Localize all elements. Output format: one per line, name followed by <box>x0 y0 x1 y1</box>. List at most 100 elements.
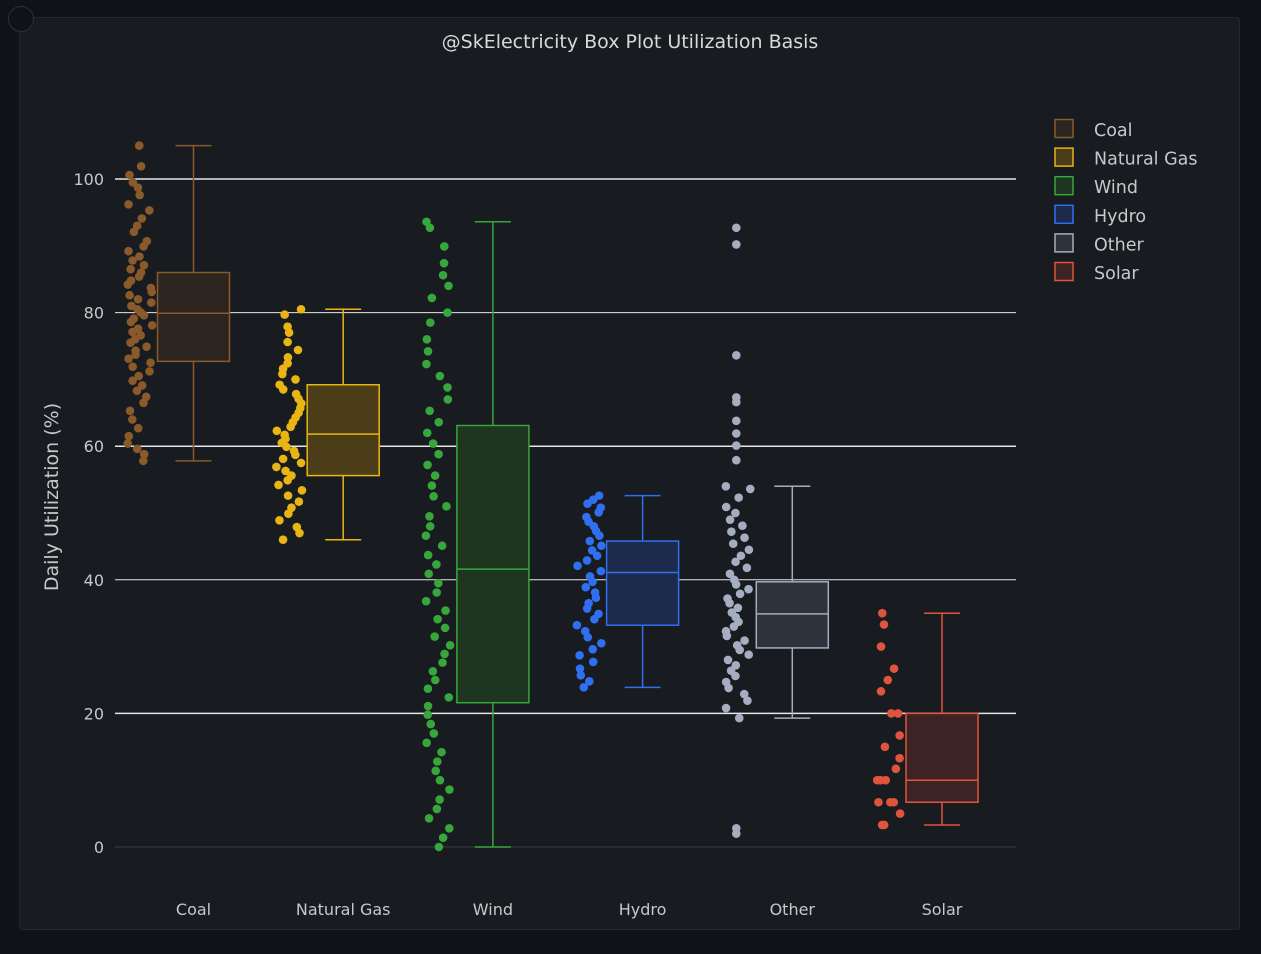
legend-label[interactable]: Hydro <box>1094 207 1146 227</box>
data-point <box>131 350 140 359</box>
data-point <box>585 536 595 546</box>
box-iqr[interactable] <box>605 540 680 626</box>
data-point <box>433 614 442 624</box>
data-point <box>128 362 138 372</box>
data-point <box>426 719 436 729</box>
data-point <box>874 797 883 807</box>
legend-swatch[interactable] <box>1054 233 1074 253</box>
data-point <box>877 608 887 618</box>
data-point <box>423 460 432 470</box>
legend-item-other[interactable]: Other <box>1054 233 1144 256</box>
data-point <box>427 293 437 303</box>
data-point <box>145 206 154 215</box>
legend-item-solar[interactable]: Solar <box>1054 261 1139 285</box>
data-point <box>430 675 440 685</box>
data-point <box>596 566 606 576</box>
data-point <box>722 631 732 641</box>
data-point <box>126 317 136 327</box>
data-point <box>721 502 731 512</box>
data-point <box>282 442 291 452</box>
box-iqr[interactable] <box>456 424 530 704</box>
data-point <box>442 502 451 511</box>
legend-swatch[interactable] <box>1054 204 1074 225</box>
data-point <box>135 190 144 200</box>
box-iqr[interactable] <box>755 581 830 649</box>
legend-label[interactable]: Solar <box>1094 264 1139 284</box>
gridlines <box>115 178 1016 848</box>
data-point <box>132 386 142 396</box>
data-point <box>429 729 439 738</box>
data-point <box>428 439 438 448</box>
legend-label[interactable]: Coal <box>1094 121 1133 141</box>
data-point <box>293 345 303 355</box>
data-point <box>423 710 432 720</box>
data-point <box>434 449 443 459</box>
data-point <box>431 766 441 776</box>
data-point <box>895 753 904 763</box>
data-point <box>587 546 597 555</box>
data-point <box>445 785 454 794</box>
x-tick-label: Natural Gas <box>296 900 391 919</box>
legend-swatch[interactable] <box>1054 147 1074 167</box>
x-tick-label: Coal <box>176 900 211 919</box>
data-point <box>887 709 896 718</box>
y-tick-label: 0 <box>94 838 104 857</box>
data-point <box>295 528 304 538</box>
data-point <box>432 804 442 814</box>
series-solar <box>872 608 979 830</box>
data-point <box>125 406 135 416</box>
data-point <box>435 371 445 381</box>
data-point <box>588 577 597 587</box>
y-tick-label: 80 <box>84 304 104 323</box>
box-iqr[interactable] <box>306 383 380 477</box>
data-point <box>283 475 292 485</box>
legend-label[interactable]: Wind <box>1094 178 1138 198</box>
data-point <box>573 561 582 571</box>
legend-item-hydro[interactable]: Hydro <box>1054 204 1146 227</box>
data-point <box>575 664 585 673</box>
x-tick-label: Other <box>770 900 816 919</box>
data-point <box>725 515 735 524</box>
data-point <box>278 385 288 394</box>
data-point <box>438 658 447 667</box>
data-point <box>278 369 287 379</box>
legend-label[interactable]: Other <box>1094 235 1144 255</box>
data-point <box>296 304 306 314</box>
legend-swatch[interactable] <box>1054 175 1074 196</box>
legend-item-natural-gas[interactable]: Natural Gas <box>1054 147 1198 170</box>
data-point <box>744 584 753 594</box>
legend-swatch[interactable] <box>1054 118 1074 139</box>
data-point <box>132 444 142 454</box>
y-axis-label: Daily Utilization (%) <box>41 403 63 591</box>
data-point <box>583 499 592 508</box>
panel-corner-handle[interactable] <box>8 6 34 32</box>
data-point <box>592 551 602 561</box>
data-point <box>137 214 147 223</box>
box-iqr[interactable] <box>905 712 979 803</box>
data-point <box>597 638 606 648</box>
legend-swatch[interactable] <box>1054 261 1074 282</box>
data-point <box>283 337 292 347</box>
data-point <box>438 833 448 842</box>
y-axis-ticks: 0 20 40 60 80 100 <box>73 170 104 857</box>
data-point <box>421 531 431 541</box>
data-point <box>134 272 144 281</box>
legend-label[interactable]: Natural Gas <box>1094 150 1198 170</box>
data-point <box>429 492 438 501</box>
data-point <box>430 632 439 641</box>
data-point <box>137 381 147 390</box>
legend-item-wind[interactable]: Wind <box>1054 175 1138 199</box>
y-tick-label: 60 <box>84 437 104 456</box>
data-point <box>744 650 754 659</box>
data-point <box>723 655 733 665</box>
data-point <box>432 588 441 597</box>
outlier-point <box>732 351 741 360</box>
data-point <box>435 795 444 804</box>
data-point <box>893 709 903 718</box>
legend-item-coal[interactable]: Coal <box>1054 118 1133 142</box>
data-point <box>145 367 154 376</box>
box-iqr[interactable] <box>156 271 231 363</box>
data-point <box>444 281 453 291</box>
data-point <box>278 535 288 545</box>
data-point <box>729 622 739 631</box>
